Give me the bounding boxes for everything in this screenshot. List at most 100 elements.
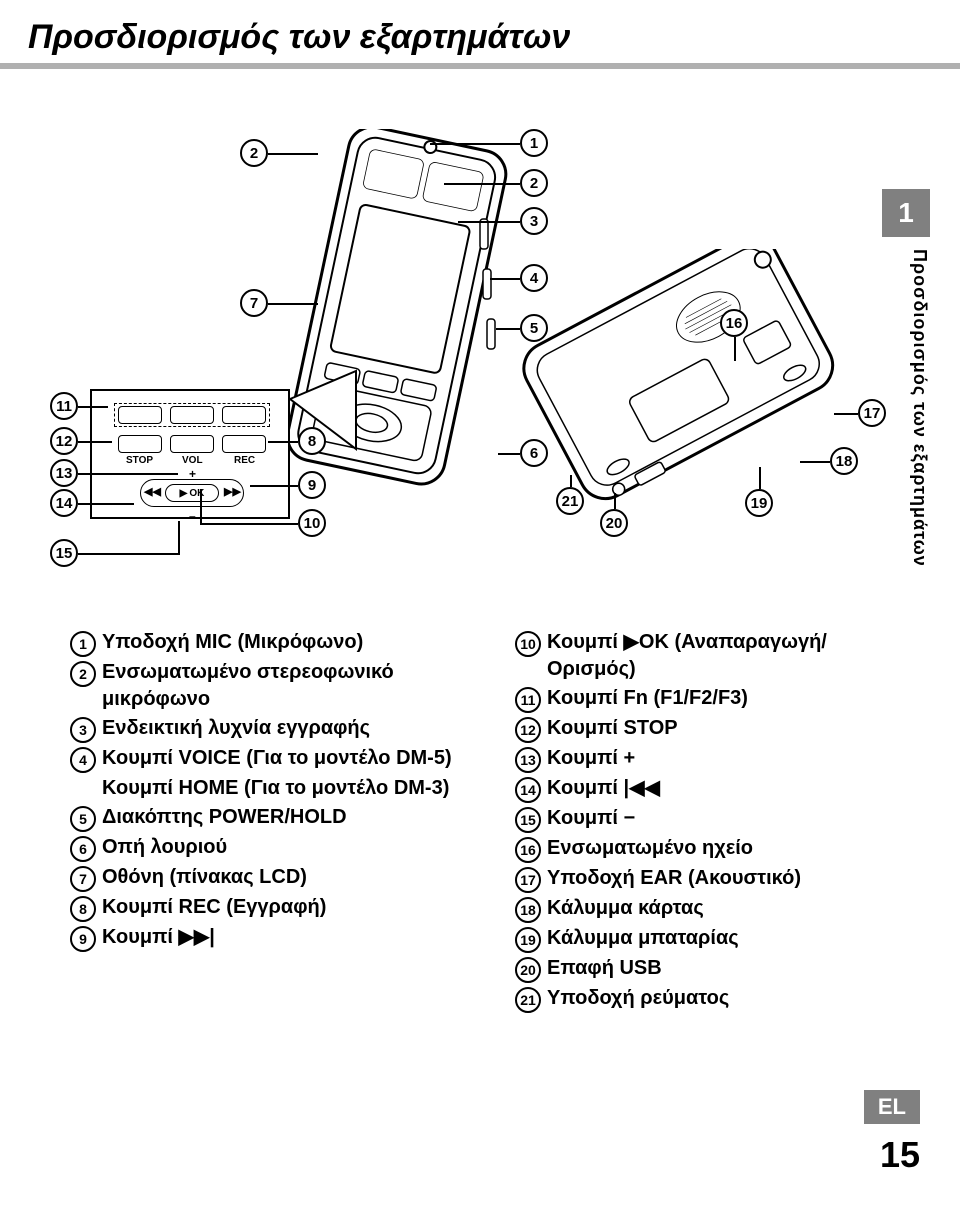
callout-1: 1 bbox=[520, 129, 548, 157]
callout-8: 8 bbox=[298, 427, 326, 455]
minus-icon: – bbox=[189, 509, 196, 523]
callout-16: 16 bbox=[720, 309, 748, 337]
legend-text: Υποδοχή EAR (Ακουστικό) bbox=[547, 865, 801, 892]
legend-number: 8 bbox=[70, 896, 96, 922]
callout-12: 12 bbox=[50, 427, 78, 455]
legend-item: 12Κουμπί STOP bbox=[515, 715, 900, 743]
legend-text: Κουμπί REC (Εγγραφή) bbox=[102, 894, 326, 921]
inset-connector bbox=[276, 369, 366, 489]
callout-7: 7 bbox=[240, 289, 268, 317]
legend-col-right: 10Κουμπί ▶OK (Αναπαραγωγή/ Ορισμός)11Κου… bbox=[515, 629, 900, 1015]
inset-controls: STOP VOL REC + ▶OK ◀◀ ▶▶ – bbox=[90, 389, 290, 519]
callout-4: 4 bbox=[520, 264, 548, 292]
legend-text: Διακόπτης POWER/HOLD bbox=[102, 804, 347, 831]
legend-number: 12 bbox=[515, 717, 541, 743]
callout-2r: 2 bbox=[520, 169, 548, 197]
legend-number: 19 bbox=[515, 927, 541, 953]
legend-item: 8Κουμπί REC (Εγγραφή) bbox=[70, 894, 455, 922]
legend-text: Ενδεικτική λυχνία εγγραφής bbox=[102, 715, 370, 742]
lang-badge: EL bbox=[864, 1090, 920, 1124]
legend-text: Οθόνη (πίνακας LCD) bbox=[102, 864, 307, 891]
callout-6: 6 bbox=[520, 439, 548, 467]
legend-number: 3 bbox=[70, 717, 96, 743]
legend-item: 20Επαφή USB bbox=[515, 955, 900, 983]
inset-ok-label: OK bbox=[189, 488, 204, 499]
section-side-label: Προσδιορισμός των εξαρτημάτων bbox=[909, 249, 930, 567]
legend-number: 21 bbox=[515, 987, 541, 1013]
legend-item: 18Κάλυμμα κάρτας bbox=[515, 895, 900, 923]
legend-item: 4Κουμπί VOICE (Για το μοντέλο DM-5) bbox=[70, 745, 455, 773]
callout-18: 18 bbox=[830, 447, 858, 475]
legend-number: 4 bbox=[70, 747, 96, 773]
legend-number: 6 bbox=[70, 836, 96, 862]
forward-icon: ▶▶ bbox=[224, 485, 241, 498]
legend-item: 15Κουμπί − bbox=[515, 805, 900, 833]
legend-number: 5 bbox=[70, 806, 96, 832]
legend-text: Κουμπί |◀◀ bbox=[547, 775, 660, 802]
inset-label-rec: REC bbox=[234, 455, 255, 466]
legend-text: Κουμπί STOP bbox=[547, 715, 678, 742]
legend-number: 7 bbox=[70, 866, 96, 892]
legend-number: 17 bbox=[515, 867, 541, 893]
legend-item: 13Κουμπί + bbox=[515, 745, 900, 773]
legend-number: 1 bbox=[70, 631, 96, 657]
legend-number: 20 bbox=[515, 957, 541, 983]
legend-text: Κουμπί ▶OK (Αναπαραγωγή/ Ορισμός) bbox=[547, 629, 900, 683]
legend-col-left: 1Υποδοχή MIC (Μικρόφωνο)2Ενσωματωμένο στ… bbox=[70, 629, 455, 1015]
legend-text-extra: Κουμπί HOME (Για το μοντέλο DM-3) bbox=[102, 775, 449, 802]
legend-item: 5Διακόπτης POWER/HOLD bbox=[70, 804, 455, 832]
callout-15: 15 bbox=[50, 539, 78, 567]
legend-text: Κουμπί Fn (F1/F2/F3) bbox=[547, 685, 748, 712]
callout-10: 10 bbox=[298, 509, 326, 537]
rewind-icon: ◀◀ bbox=[144, 485, 161, 498]
legend-text: Ενσωματωμένο στερεοφωνικό μικρόφωνο bbox=[102, 659, 455, 713]
callout-3: 3 bbox=[520, 207, 548, 235]
page-footer: EL 15 bbox=[864, 1090, 920, 1176]
callout-5: 5 bbox=[520, 314, 548, 342]
legend-item: 17Υποδοχή EAR (Ακουστικό) bbox=[515, 865, 900, 893]
diagram-area: STOP VOL REC + ▶OK ◀◀ ▶▶ – 11 12 13 14 1… bbox=[0, 69, 960, 599]
callout-2l: 2 bbox=[240, 139, 268, 167]
legend-item: 11Κουμπί Fn (F1/F2/F3) bbox=[515, 685, 900, 713]
legend-text: Κουμπί VOICE (Για το μοντέλο DM-5) bbox=[102, 745, 452, 772]
callout-9: 9 bbox=[298, 471, 326, 499]
legend-number: 16 bbox=[515, 837, 541, 863]
legend-number: 11 bbox=[515, 687, 541, 713]
legend-number: 13 bbox=[515, 747, 541, 773]
callout-13: 13 bbox=[50, 459, 78, 487]
section-number-tab: 1 bbox=[882, 189, 930, 237]
legend-item-extra: Κουμπί HOME (Για το μοντέλο DM-3) bbox=[70, 775, 455, 802]
inset-label-stop: STOP bbox=[126, 455, 153, 466]
legend-item: 2Ενσωματωμένο στερεοφωνικό μικρόφωνο bbox=[70, 659, 455, 713]
legend-number: 14 bbox=[515, 777, 541, 803]
legend-item: 19Κάλυμμα μπαταρίας bbox=[515, 925, 900, 953]
legend-number: 2 bbox=[70, 661, 96, 687]
legend-number: 10 bbox=[515, 631, 541, 657]
callout-19: 19 bbox=[745, 489, 773, 517]
legend-number: 9 bbox=[70, 926, 96, 952]
callout-20: 20 bbox=[600, 509, 628, 537]
legend-item: 3Ενδεικτική λυχνία εγγραφής bbox=[70, 715, 455, 743]
legend-text: Επαφή USB bbox=[547, 955, 662, 982]
legend-text: Κάλυμμα μπαταρίας bbox=[547, 925, 739, 952]
callout-17: 17 bbox=[858, 399, 886, 427]
page-number: 15 bbox=[864, 1134, 920, 1176]
legend-text: Ενσωματωμένο ηχείο bbox=[547, 835, 753, 862]
page-title: Προσδιορισμός των εξαρτημάτων bbox=[0, 0, 960, 63]
legend-text: Κουμπί ▶▶| bbox=[102, 924, 215, 951]
legend-text: Υποδοχή ρεύματος bbox=[547, 985, 729, 1012]
legend-item: 1Υποδοχή MIC (Μικρόφωνο) bbox=[70, 629, 455, 657]
legend-item: 21Υποδοχή ρεύματος bbox=[515, 985, 900, 1013]
legend-item: 7Οθόνη (πίνακας LCD) bbox=[70, 864, 455, 892]
legend-text: Κουμπί + bbox=[547, 745, 635, 772]
inset-label-vol: VOL bbox=[182, 455, 203, 466]
legend: 1Υποδοχή MIC (Μικρόφωνο)2Ενσωματωμένο στ… bbox=[0, 599, 960, 1015]
legend-text: Κάλυμμα κάρτας bbox=[547, 895, 704, 922]
legend-text: Κουμπί − bbox=[547, 805, 635, 832]
callout-14: 14 bbox=[50, 489, 78, 517]
legend-text: Υποδοχή MIC (Μικρόφωνο) bbox=[102, 629, 363, 656]
callout-21: 21 bbox=[556, 487, 584, 515]
legend-item: 9Κουμπί ▶▶| bbox=[70, 924, 455, 952]
legend-item: 14Κουμπί |◀◀ bbox=[515, 775, 900, 803]
legend-text: Οπή λουριού bbox=[102, 834, 227, 861]
